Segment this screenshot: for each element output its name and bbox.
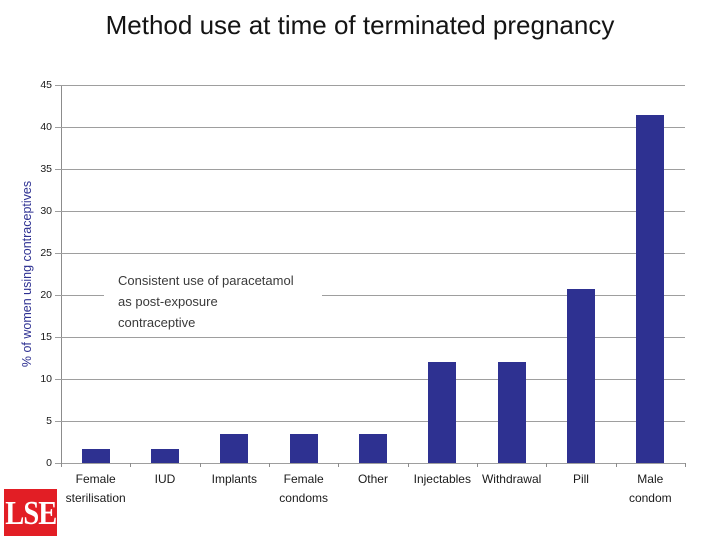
plot-area bbox=[55, 84, 685, 464]
y-tick-label-20: 20 bbox=[40, 289, 52, 301]
bar-other bbox=[359, 434, 387, 463]
bar-pill bbox=[567, 289, 595, 463]
x-axis-label-withdrawal: Withdrawal bbox=[481, 472, 542, 486]
gridline-40 bbox=[55, 126, 685, 128]
x-axis-label-female-condoms: Female condoms bbox=[279, 472, 328, 505]
bar-female-sterilisation bbox=[81, 448, 110, 463]
bar-injectables bbox=[428, 362, 457, 463]
y-tick-label-10: 10 bbox=[40, 373, 52, 385]
y-axis-line bbox=[61, 85, 62, 463]
bar-male-condom bbox=[636, 115, 665, 463]
gridline-5 bbox=[55, 420, 685, 422]
x-axis-labels: Female sterilisation IUD Implants Female co… bbox=[61, 468, 685, 508]
bar-female-condoms bbox=[289, 434, 318, 463]
x-axis-tick bbox=[61, 463, 62, 467]
gridline-25 bbox=[55, 252, 685, 254]
x-axis-label-male-condom: Male condom bbox=[628, 472, 672, 505]
x-axis-tick bbox=[338, 463, 340, 467]
x-axis-label-iud: IUD bbox=[154, 472, 176, 486]
y-tick-label-40: 40 bbox=[40, 121, 52, 133]
chart-title: Method use at time of terminated pregnan… bbox=[105, 10, 615, 40]
x-axis-tick bbox=[615, 463, 617, 467]
x-axis-tick bbox=[546, 463, 548, 467]
x-axis-tick bbox=[269, 463, 270, 467]
y-tick-label-0: 0 bbox=[46, 457, 52, 469]
gridline-30 bbox=[55, 210, 685, 212]
y-tick-label-35: 35 bbox=[40, 163, 52, 175]
y-tick-label-15: 15 bbox=[40, 331, 52, 343]
x-axis-tick bbox=[407, 463, 409, 467]
x-axis-label-injectables: Injectables bbox=[413, 472, 471, 486]
x-axis-tick bbox=[199, 463, 201, 467]
y-tick-label-25: 25 bbox=[40, 247, 52, 259]
lse-logo: LSE bbox=[4, 489, 57, 536]
x-axis-label-female-sterilisation: Female sterilisation bbox=[65, 472, 126, 505]
y-axis-title: % of women using contraceptives bbox=[20, 180, 34, 368]
gridline-35 bbox=[55, 168, 685, 170]
x-axis-tick bbox=[685, 463, 686, 467]
annotation-callout: Consistent use of paracetamol as post-ex… bbox=[104, 262, 322, 334]
bar-implants bbox=[220, 434, 249, 463]
x-axis-line bbox=[55, 462, 685, 464]
x-axis-label-other: Other bbox=[357, 472, 388, 486]
y-tick-label-5: 5 bbox=[46, 415, 52, 427]
y-tick-label-45: 45 bbox=[40, 79, 52, 91]
bar-withdrawal bbox=[497, 362, 526, 463]
gridline-20 bbox=[55, 294, 685, 296]
bar-iud bbox=[151, 448, 179, 463]
x-axis-tick bbox=[130, 463, 132, 467]
y-tick-label-30: 30 bbox=[40, 205, 52, 217]
gridline-45 bbox=[55, 84, 685, 86]
gridline-10 bbox=[55, 378, 685, 380]
gridline-15 bbox=[55, 336, 685, 338]
lse-logo-text: LSE bbox=[4, 492, 57, 532]
x-axis-label-implants: Implants bbox=[211, 472, 257, 486]
x-axis-label-pill: Pill bbox=[572, 472, 589, 486]
x-axis-tick bbox=[477, 463, 478, 467]
